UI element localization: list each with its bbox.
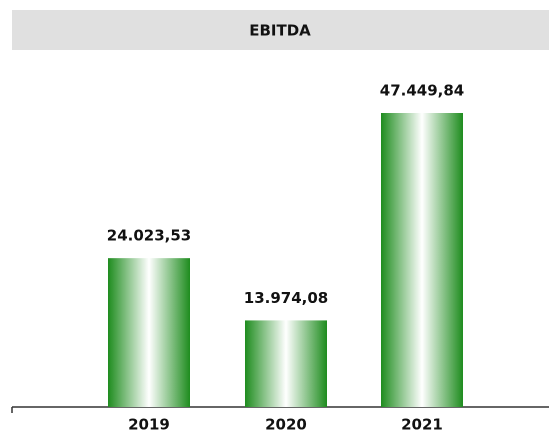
x-tick-label: 2019 <box>128 416 170 434</box>
bar <box>245 320 327 407</box>
data-label: 47.449,84 <box>380 82 464 100</box>
x-tick-label: 2021 <box>401 416 443 434</box>
chart-title: EBITDA <box>249 22 311 40</box>
data-label: 24.023,53 <box>107 227 191 245</box>
title-bar <box>12 10 549 50</box>
data-label: 13.974,08 <box>244 289 328 307</box>
bar <box>108 258 190 407</box>
x-tick-label: 2020 <box>265 416 307 434</box>
bar <box>381 113 463 407</box>
